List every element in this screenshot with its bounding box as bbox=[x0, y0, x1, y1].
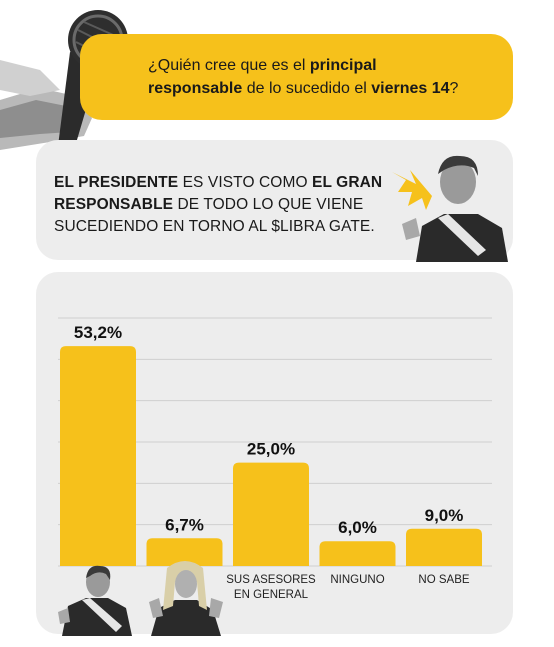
data-label: 25,0% bbox=[247, 440, 295, 459]
bar bbox=[60, 346, 136, 566]
bar bbox=[319, 541, 396, 566]
bar bbox=[406, 528, 482, 566]
value-labels: 53,2% 6,7% 25,0% 6,0% 9,0% bbox=[74, 323, 463, 537]
question-text: ¿Quién cree que es el principal responsab… bbox=[148, 57, 459, 97]
bar bbox=[146, 538, 223, 566]
category-labels: SUS ASESORES EN GENERAL NINGUNO NO SABE bbox=[226, 574, 470, 601]
category-label: NINGUNO bbox=[330, 574, 384, 586]
president-photo-icon bbox=[58, 565, 132, 636]
woman-photo-icon bbox=[149, 561, 223, 636]
data-label: 6,7% bbox=[165, 515, 204, 534]
category-label: SUS ASESORES bbox=[226, 574, 316, 586]
statement-text: EL PRESIDENTE ES VISTO COMO EL GRAN RESP… bbox=[54, 174, 383, 235]
bar bbox=[233, 462, 309, 566]
data-label: 9,0% bbox=[425, 506, 464, 525]
category-label: EN GENERAL bbox=[234, 589, 309, 601]
president-photo-icon bbox=[392, 155, 508, 262]
bars bbox=[60, 346, 482, 566]
data-label: 6,0% bbox=[338, 518, 377, 537]
data-label: 53,2% bbox=[74, 323, 122, 342]
question-banner bbox=[80, 34, 513, 120]
category-label: NO SABE bbox=[418, 574, 469, 586]
